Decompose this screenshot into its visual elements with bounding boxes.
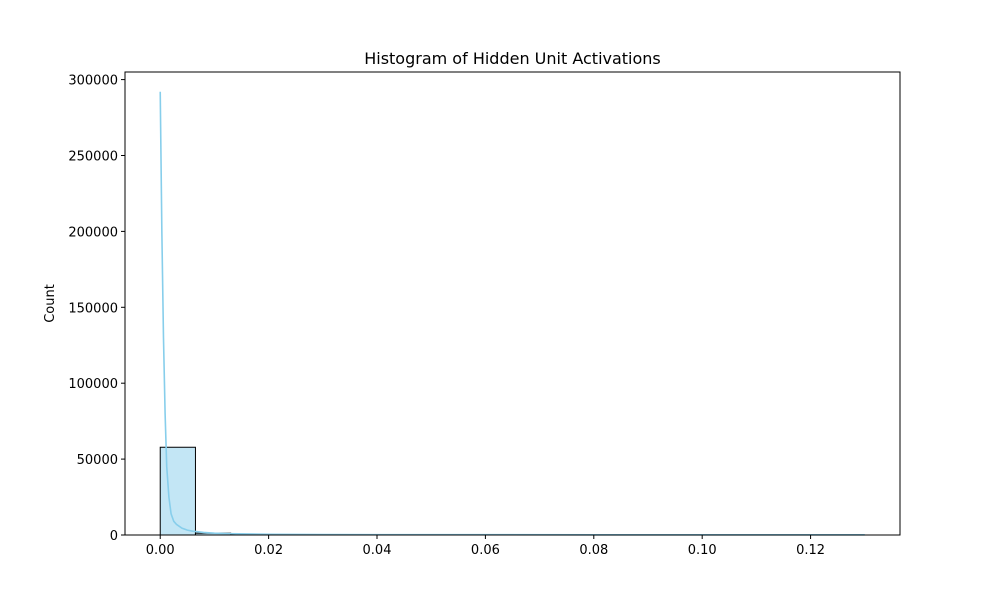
y-axis-label: Count [43, 284, 58, 323]
y-tick-label: 50000 [77, 453, 118, 468]
y-tick-label: 150000 [68, 301, 118, 316]
kde-layer [159, 91, 865, 536]
x-axis: 0.00 0.02 0.04 0.06 0.08 0.10 0.12 [146, 535, 825, 558]
x-tick-label: 0.00 [146, 543, 175, 558]
histogram-bar [159, 446, 196, 536]
x-tick-label: 0.10 [688, 543, 717, 558]
x-tick-label: 0.04 [363, 543, 392, 558]
y-tick-label: 300000 [68, 74, 118, 89]
chart-title: Histogram of Hidden Unit Activations [364, 49, 661, 68]
y-tick-label: 200000 [68, 225, 118, 240]
plot-frame [124, 71, 901, 536]
y-tick-label: 0 [110, 529, 118, 544]
y-axis: 0 50000 100000 150000 200000 250000 300000 [68, 74, 125, 544]
x-tick-label: 0.02 [254, 543, 283, 558]
y-tick-label: 250000 [68, 149, 118, 164]
x-tick-label: 0.08 [579, 543, 608, 558]
x-tick-label: 0.06 [471, 543, 500, 558]
y-tick-label: 100000 [68, 377, 118, 392]
x-tick-label: 0.12 [796, 543, 825, 558]
bars-layer [159, 446, 866, 536]
kde-curve [159, 91, 865, 536]
